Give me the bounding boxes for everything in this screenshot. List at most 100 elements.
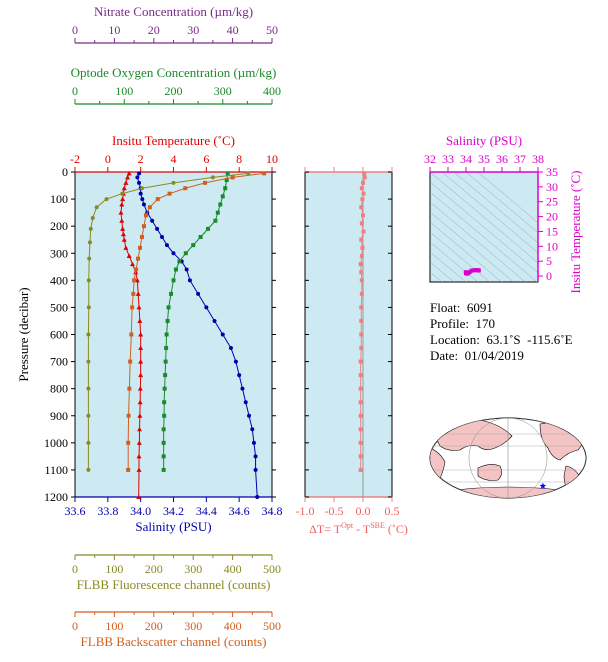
delta-point	[362, 175, 367, 180]
ts-x-tick-label: 38	[532, 152, 544, 166]
data-point	[213, 218, 218, 223]
bottom-axis-tick-label: 34.4	[196, 504, 217, 518]
data-point	[230, 175, 235, 180]
top-axis-tick-label: 4	[171, 152, 177, 166]
data-point	[205, 226, 210, 231]
float-value: 6091	[466, 300, 493, 315]
data-point	[118, 210, 124, 215]
bottom-axis-title: Salinity (PSU)	[135, 519, 211, 534]
top-axis-title: Nitrate Concentration (µm/kg)	[94, 4, 253, 19]
data-point	[87, 256, 92, 261]
ts-y-tick-label: 15	[546, 224, 558, 238]
profile-value: 170	[475, 316, 496, 331]
data-point	[88, 226, 93, 231]
delta-plot-area	[304, 171, 393, 498]
delta-tick-label: -1.0	[296, 504, 315, 518]
bottom-axis-tick-label: 500	[263, 562, 281, 576]
pressure-tick-label: 800	[50, 382, 68, 396]
data-point	[126, 440, 131, 445]
data-point	[198, 235, 203, 239]
data-point	[161, 454, 166, 459]
delta-point	[359, 205, 364, 210]
data-point	[121, 185, 127, 191]
data-point	[224, 178, 229, 183]
delta-point	[361, 213, 365, 218]
density-contour	[430, 251, 467, 282]
density-contour	[453, 172, 538, 244]
delta-point	[358, 386, 363, 391]
data-point	[129, 332, 134, 337]
density-contour	[430, 241, 479, 282]
bottom-axis-tick-label: 34.2	[163, 504, 184, 518]
delta-point	[358, 440, 363, 445]
top-axis-2: -2 0 2 4 6 8 10 Insitu Temperature (˚C)	[70, 133, 278, 173]
pressure-axis-label: Pressure (decibar)	[16, 287, 31, 381]
top-axis-tick-label: 0	[105, 152, 111, 166]
data-point	[255, 495, 260, 499]
delta-tick-label: 0.0	[356, 504, 371, 518]
delta-point	[359, 278, 364, 283]
delta-point	[361, 180, 365, 185]
top-axis-tick-label: 6	[203, 152, 209, 166]
ts-x-tick-label: 34	[460, 152, 472, 166]
data-point	[121, 237, 127, 242]
ts-x-tick-label: 33	[442, 152, 454, 166]
data-point	[87, 240, 92, 245]
data-point	[171, 278, 176, 283]
data-point	[140, 197, 145, 202]
series-4	[126, 171, 267, 472]
data-point	[243, 400, 248, 405]
float-info: Float: 6091 Profile: 170 Location: 63.1˚…	[430, 300, 573, 364]
data-point	[137, 318, 143, 323]
top-axis-tick-label: 0	[72, 84, 78, 98]
data-point	[86, 386, 91, 391]
data-point	[141, 202, 146, 207]
date-label: Date:	[430, 348, 459, 363]
data-point	[135, 291, 141, 296]
data-point	[220, 332, 225, 337]
bottom-axis-tick-label: 33.6	[65, 504, 86, 518]
data-point	[164, 346, 169, 351]
location-label: Location:	[430, 332, 480, 347]
data-point	[191, 243, 196, 248]
top-axis-tick-label: 20	[148, 23, 160, 37]
ts-y-title: Insitu Temperature (˚C)	[568, 170, 583, 293]
pressure-tick-label: 500	[50, 300, 68, 314]
data-point	[137, 171, 142, 176]
top-axis-title: Optode Oxygen Concentration (µm/kg)	[71, 65, 277, 80]
data-point	[161, 427, 166, 432]
data-point	[126, 253, 132, 258]
data-point	[120, 196, 126, 202]
bottom-axis-title: FLBB Fluorescence channel (counts)	[77, 577, 271, 592]
data-point	[204, 305, 209, 310]
delta-title-part: SBE	[370, 521, 385, 530]
ts-y-tick-label: 0	[546, 269, 552, 283]
data-point	[119, 218, 125, 223]
data-point	[138, 332, 144, 337]
date-value: 01/04/2019	[464, 348, 524, 363]
meridian	[468, 418, 548, 498]
data-point	[155, 197, 160, 202]
series-line	[163, 173, 229, 470]
data-point	[212, 318, 217, 323]
data-point	[169, 291, 174, 296]
data-point	[104, 197, 109, 202]
top-axis-tick-label: 40	[227, 23, 239, 37]
data-point	[90, 216, 95, 221]
ts-point	[476, 268, 481, 273]
data-point	[240, 386, 245, 391]
data-point	[123, 245, 129, 250]
density-contour	[465, 172, 538, 234]
data-point	[223, 186, 228, 191]
pressure-tick-label: 700	[50, 355, 68, 369]
data-point	[120, 191, 125, 196]
bottom-axis-tick-label: 400	[224, 619, 242, 633]
data-point	[138, 191, 143, 196]
data-point	[86, 278, 91, 283]
data-point	[120, 226, 126, 231]
top-axis-tick-label: 8	[236, 152, 242, 166]
world-map	[429, 417, 587, 499]
data-point	[139, 186, 144, 191]
australia-land	[477, 464, 502, 481]
data-point	[187, 278, 192, 283]
